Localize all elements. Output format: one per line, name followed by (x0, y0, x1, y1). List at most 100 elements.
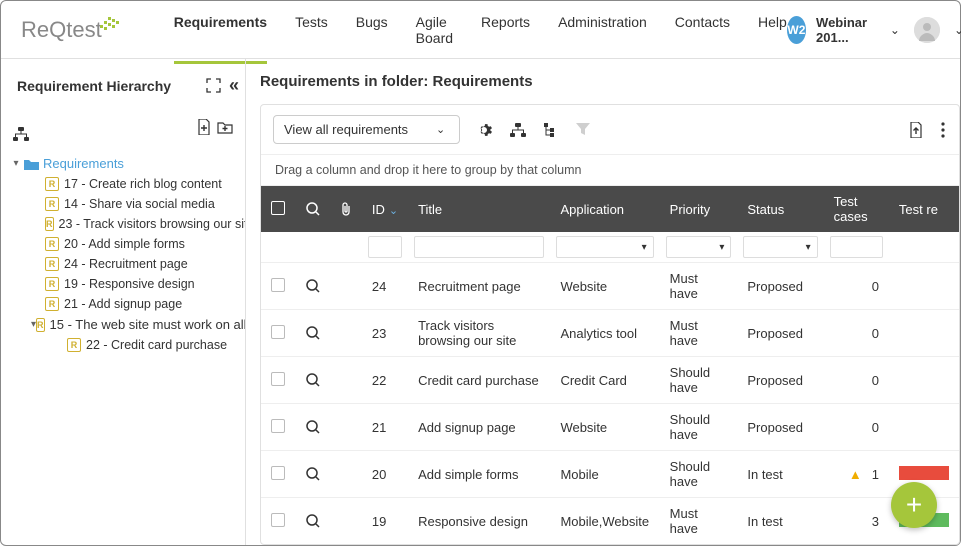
table-row[interactable]: 24Recruitment pageWebsiteMust havePropos… (261, 263, 959, 310)
content: Requirements in folder: Requirements Vie… (246, 59, 960, 545)
nav-item-tests[interactable]: Tests (295, 0, 328, 64)
cell-testcases: 0 (824, 310, 889, 357)
row-checkbox[interactable] (271, 466, 285, 480)
cell-status: In test (737, 451, 823, 498)
nav-item-bugs[interactable]: Bugs (356, 0, 388, 64)
row-checkbox[interactable] (271, 419, 285, 433)
requirement-badge-icon: R (45, 177, 59, 191)
add-button[interactable]: + (891, 482, 937, 528)
cell-testcases: 0 (824, 357, 889, 404)
new-folder-icon[interactable] (217, 120, 233, 134)
top-header: ReQtest RequirementsTestsBugsAgile Board… (1, 1, 960, 59)
table-row[interactable]: 23Track visitors browsing our siteAnalyt… (261, 310, 959, 357)
cell-priority: Must have (660, 310, 738, 357)
nav-item-reports[interactable]: Reports (481, 0, 530, 64)
new-file-icon[interactable] (197, 119, 211, 135)
nav-item-agile-board[interactable]: Agile Board (416, 0, 453, 64)
requirement-badge-icon: R (36, 318, 45, 332)
tree-parent-item[interactable]: ▾ R 15 - The web site must work on all l (9, 314, 237, 335)
cell-title: Add simple forms (408, 451, 550, 498)
row-checkbox[interactable] (271, 513, 285, 527)
tree-item[interactable]: R24 - Recruitment page (9, 254, 237, 274)
filter-status-dropdown[interactable]: ▾ (743, 236, 817, 258)
fullscreen-icon[interactable] (206, 78, 221, 93)
requirement-badge-icon: R (45, 277, 59, 291)
user-name[interactable]: Webinar 201... (816, 15, 876, 45)
row-checkbox[interactable] (271, 372, 285, 386)
filter-application-dropdown[interactable]: ▾ (556, 236, 653, 258)
nav-item-requirements[interactable]: Requirements (174, 0, 267, 64)
cell-priority: Must have (660, 498, 738, 545)
cell-priority: Should have (660, 404, 738, 451)
filter-priority-dropdown[interactable]: ▾ (666, 236, 732, 258)
filter-testcases-input[interactable] (830, 236, 883, 258)
preview-icon[interactable] (306, 326, 320, 340)
gear-icon[interactable] (474, 120, 494, 140)
cell-testcases: 0 (824, 263, 889, 310)
column-status[interactable]: Status (737, 186, 823, 232)
cell-testresult (889, 310, 959, 357)
column-application[interactable]: Application (550, 186, 659, 232)
requirement-badge-icon: R (67, 338, 81, 352)
filter-row: ▾ ▾ ▾ (261, 232, 959, 263)
user-area: W2 Webinar 201... ⌄ ⌄ (787, 15, 961, 45)
more-icon[interactable] (939, 120, 947, 140)
cell-status: Proposed (737, 310, 823, 357)
tree-item[interactable]: R23 - Track visitors browsing our site (9, 214, 237, 234)
row-checkbox[interactable] (271, 325, 285, 339)
column-testcases[interactable]: Test cases (824, 186, 889, 232)
preview-icon[interactable] (306, 373, 320, 387)
panel-toolbar: View all requirements ⌄ (261, 105, 959, 154)
preview-icon[interactable] (306, 467, 320, 481)
cell-id: 22 (362, 357, 408, 404)
main-nav: Requirements Tests Bugs Agile Board Reports A… (174, 0, 787, 64)
row-checkbox[interactable] (271, 278, 285, 292)
preview-icon[interactable] (306, 514, 320, 528)
cell-title: Recruitment page (408, 263, 550, 310)
tree-item[interactable]: R14 - Share via social media (9, 194, 237, 214)
filter-icon[interactable] (574, 121, 592, 139)
tree-icon[interactable] (542, 121, 560, 139)
column-testresults[interactable]: Test re (889, 186, 959, 232)
cell-application: Credit Card (550, 357, 659, 404)
tree-item[interactable]: R21 - Add signup page (9, 294, 237, 314)
avatar-chevron-down-icon[interactable]: ⌄ (950, 23, 961, 37)
table-row[interactable]: 21Add signup pageWebsiteShould havePropo… (261, 404, 959, 451)
tree-item-label: 20 - Add simple forms (64, 237, 185, 251)
table-row[interactable]: 22Credit card purchaseCredit CardShould … (261, 357, 959, 404)
tree-item[interactable]: R19 - Responsive design (9, 274, 237, 294)
avatar[interactable] (914, 17, 940, 43)
view-dropdown[interactable]: View all requirements ⌄ (273, 115, 460, 144)
requirement-badge-icon: R (45, 217, 54, 231)
tree-child-item[interactable]: R 22 - Credit card purchase (9, 335, 237, 355)
tree-item[interactable]: R20 - Add simple forms (9, 234, 237, 254)
view-dropdown-label: View all requirements (284, 122, 408, 137)
nav-item-contacts[interactable]: Contacts (675, 0, 730, 64)
hierarchy-icon[interactable] (508, 121, 528, 139)
preview-icon[interactable] (306, 420, 320, 434)
requirements-table: ID⌄ Title Application Priority Status Te… (261, 186, 959, 544)
preview-icon[interactable] (306, 279, 320, 293)
hierarchy-icon[interactable] (13, 127, 191, 141)
filter-title-input[interactable] (414, 236, 544, 258)
caret-down-icon[interactable]: ▾ (9, 158, 23, 169)
tree-root[interactable]: ▾ Requirements (9, 153, 237, 174)
column-title[interactable]: Title (408, 186, 550, 232)
export-icon[interactable] (907, 120, 925, 140)
folder-icon (23, 158, 39, 170)
column-checkbox[interactable] (261, 186, 296, 232)
table-row[interactable]: 19Responsive designMobile,WebsiteMust ha… (261, 498, 959, 545)
nav-item-administration[interactable]: Administration (558, 0, 647, 64)
warning-icon: ▲ (849, 467, 862, 482)
content-title: Requirements in folder: Requirements (260, 73, 960, 90)
sidebar-header: Requirement Hierarchy « (1, 65, 245, 106)
requirement-badge-icon: R (45, 197, 59, 211)
collapse-sidebar-icon[interactable]: « (229, 75, 235, 96)
column-id[interactable]: ID⌄ (362, 186, 408, 232)
column-priority[interactable]: Priority (660, 186, 738, 232)
nav-item-help[interactable]: Help (758, 0, 787, 64)
table-row[interactable]: 20Add simple formsMobileShould haveIn te… (261, 451, 959, 498)
filter-id-input[interactable] (368, 236, 402, 258)
user-chevron-down-icon[interactable]: ⌄ (886, 23, 904, 37)
tree-item[interactable]: R17 - Create rich blog content (9, 174, 237, 194)
